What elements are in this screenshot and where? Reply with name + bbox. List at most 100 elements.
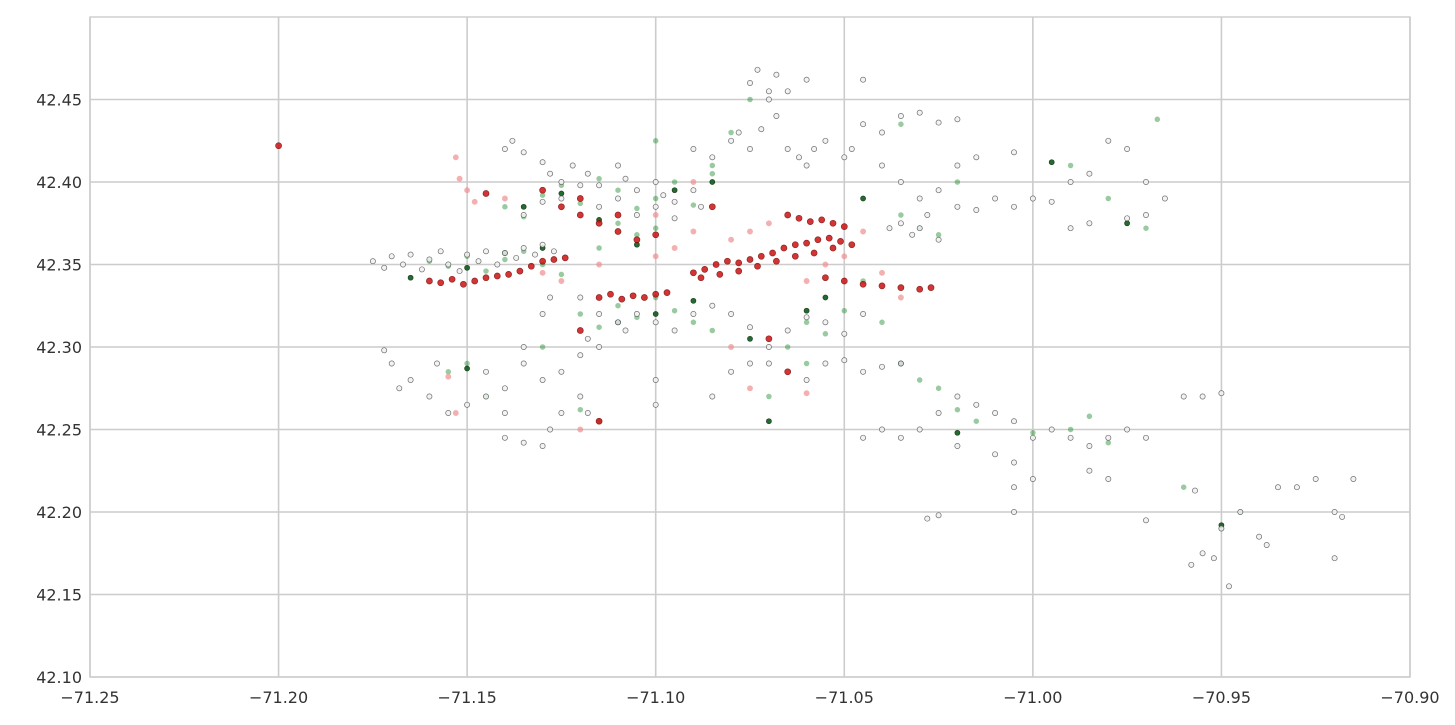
data-point-green [464, 360, 470, 367]
data-point-green [784, 344, 791, 350]
data-point-white [709, 154, 716, 161]
data-point-red [765, 335, 773, 343]
data-point-red [426, 277, 433, 285]
data-point-red [825, 234, 833, 242]
data-point-green [728, 129, 734, 136]
data-point-red [652, 231, 660, 239]
data-point-white [935, 512, 942, 519]
data-point-white [728, 137, 735, 144]
y-tick-label: 42.10 [36, 668, 82, 687]
data-point-white [501, 146, 508, 152]
data-point-white [501, 434, 508, 441]
data-point-green [596, 324, 602, 330]
data-point-red [829, 244, 837, 252]
data-point-green [652, 225, 659, 231]
data-point-dark-green [671, 187, 678, 194]
data-point-white [1048, 198, 1055, 205]
data-point-red [539, 257, 546, 265]
data-point-white [897, 434, 904, 441]
data-point-red [663, 289, 671, 296]
data-point-white [1011, 459, 1017, 466]
data-point-dark-green [652, 311, 659, 317]
data-point-pink [841, 253, 848, 260]
data-point-red [607, 290, 614, 298]
data-point-white [550, 248, 557, 255]
data-point-white [464, 251, 471, 258]
data-point-white [924, 515, 931, 522]
data-point-green [1030, 430, 1036, 436]
y-tick-label: 42.40 [36, 173, 82, 192]
data-point-red [576, 211, 584, 219]
data-point-dark-green [520, 203, 527, 210]
grid [89, 17, 1411, 678]
data-point-pink [690, 179, 697, 185]
data-point-pink [652, 253, 659, 260]
data-point-white [1199, 550, 1206, 557]
data-point-white [709, 302, 716, 309]
data-point-red [708, 203, 716, 211]
data-point-white [400, 261, 406, 268]
data-point-red [516, 267, 524, 275]
data-point-white [1086, 467, 1093, 474]
data-point-white [765, 344, 772, 350]
data-point-white [954, 443, 961, 449]
data-point-red [916, 285, 924, 293]
data-point-green [577, 406, 584, 413]
data-point-white [754, 66, 761, 73]
data-point-dark-green [860, 195, 866, 202]
data-point-red [275, 142, 282, 150]
data-point-white [954, 116, 961, 123]
data-point-pink [539, 269, 546, 276]
data-point-white [1048, 426, 1055, 433]
data-point-red [595, 219, 603, 227]
data-point-white [388, 360, 395, 367]
data-point-red [641, 294, 648, 301]
data-point-white [464, 401, 471, 408]
data-point-dark-green [822, 294, 829, 301]
data-point-green [615, 187, 621, 193]
data-point-red [757, 252, 765, 260]
data-point-white [1199, 393, 1206, 400]
data-point-white [388, 253, 395, 260]
data-point-white [539, 377, 546, 383]
data-point-white [1161, 195, 1168, 202]
data-point-green [502, 256, 508, 263]
data-point-white [1124, 146, 1131, 152]
y-tick-label: 42.25 [36, 421, 82, 440]
plot-frame [89, 16, 1411, 678]
data-point-white [1210, 555, 1217, 562]
data-point-green [898, 121, 904, 127]
data-point-green [709, 327, 716, 334]
data-point-red [848, 241, 856, 249]
x-tick-label: −71.25 [60, 688, 119, 707]
x-tick-label: −70.90 [1380, 688, 1439, 707]
data-point-white [558, 195, 565, 202]
data-point-green [634, 205, 640, 212]
data-point-white [1143, 434, 1149, 441]
data-point-white [860, 76, 867, 83]
data-point-green [1105, 195, 1112, 202]
data-point-white [1029, 195, 1036, 202]
data-point-white [1143, 212, 1149, 218]
data-point-green [615, 220, 621, 227]
data-point-red [539, 186, 546, 194]
data-point-white [897, 220, 904, 227]
data-point-white [407, 377, 414, 383]
data-point-white [652, 401, 659, 408]
data-point-red [576, 327, 584, 334]
data-point-white [1124, 215, 1131, 222]
data-point-white [973, 401, 980, 408]
data-point-white [671, 198, 678, 205]
data-point-green [596, 175, 602, 182]
data-point-white [935, 410, 942, 416]
data-point-white [483, 368, 489, 375]
data-point-white [539, 311, 546, 317]
data-point-white [1011, 484, 1017, 491]
data-point-white [879, 426, 885, 433]
data-point-white [822, 360, 829, 367]
y-tick-label: 42.15 [36, 586, 82, 605]
y-axis-ticks: 42.10 42.15 42.20 42.25 42.30 42.35 42.40 42.45 [36, 91, 82, 688]
data-point-red [716, 271, 724, 278]
data-point-white [596, 203, 603, 210]
data-point-white [532, 251, 538, 258]
